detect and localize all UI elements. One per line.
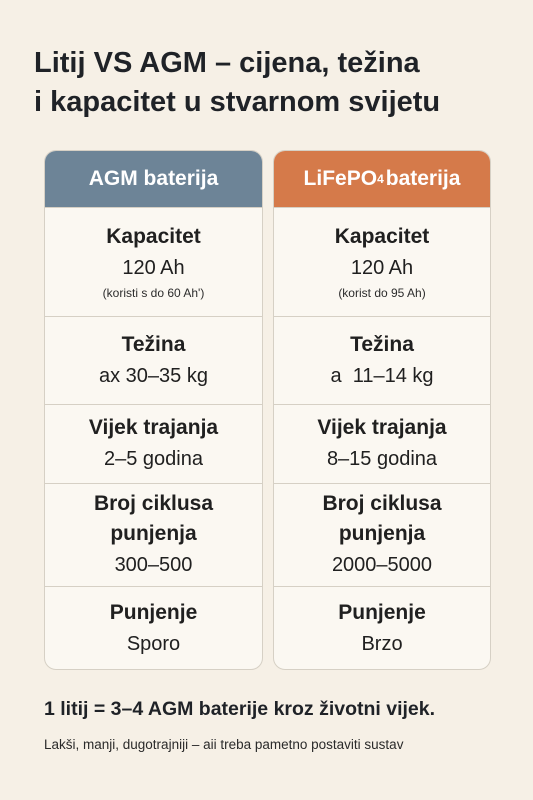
agm-weight-value: ax 30–35 kg <box>99 364 208 387</box>
lifepo4-weight-label: Težina <box>350 332 414 356</box>
lifepo4-lifespan-value: 8–15 godina <box>326 448 438 470</box>
lifepo4-charging-label: Punjenje <box>338 601 426 624</box>
lifepo4-weight-value: a 11–14 kg <box>330 364 434 387</box>
agm-charging-cell: Punjenje Sporo <box>45 586 262 669</box>
lifepo4-charging-cell: Punjenje Brzo <box>274 586 490 669</box>
footer-headline: 1 litij = 3–4 AGM baterije kroz životni … <box>44 698 436 720</box>
lifepo4-cycles-label-1: Broj ciklusa <box>322 492 442 515</box>
agm-capacity-cell: Kapacitet 120 Ah (koristi s do 60 Ah') <box>45 207 262 316</box>
lifepo4-cycles-label-2: punjenja <box>338 522 426 545</box>
agm-weight-cell: Težina ax 30–35 kg <box>45 316 262 404</box>
lifepo4-lifespan-cell: Vijek trajanja 8–15 godina <box>274 404 490 483</box>
lifepo4-header: LiFePO 4 baterija <box>274 151 490 207</box>
agm-capacity-label: Kapacitet <box>106 225 201 248</box>
lifepo4-weight-cell: Težina a 11–14 kg <box>274 316 490 404</box>
lifepo4-capacity-note: (korist do 95 Ah) <box>338 286 426 300</box>
lifepo4-capacity-value: 120 Ah <box>350 257 414 279</box>
agm-charging-label: Punjenje <box>109 601 198 624</box>
lifepo4-capacity-label: Kapacitet <box>334 225 430 248</box>
lifepo4-cycles-value: 2000–5000 <box>331 554 433 576</box>
title-line-2: i kapacitet u stvarnom svijetu <box>34 86 441 118</box>
agm-charging-value: Sporo <box>126 633 181 655</box>
agm-column: AGM baterija Kapacitet 120 Ah (koristi s… <box>44 150 263 670</box>
agm-cycles-label-2: punjenja <box>110 522 197 545</box>
lifepo4-header-subscript: 4 <box>377 172 384 186</box>
agm-capacity-value: 120 Ah <box>122 257 185 279</box>
lifepo4-column: LiFePO 4 baterija Kapacitet 120 Ah (korist… <box>273 150 491 670</box>
lifepo4-cycles-cell: Broj ciklusa punjenja 2000–5000 <box>274 483 490 586</box>
lifepo4-header-main: LiFePO <box>303 167 378 190</box>
agm-lifespan-value: 2–5 godina <box>104 448 203 470</box>
page-title: Litij VS AGM – cijena, težina i kapacite… <box>34 44 504 122</box>
agm-lifespan-cell: Vijek trajanja 2–5 godina <box>45 404 262 483</box>
lifepo4-lifespan-label: Vijek trajanja <box>317 416 447 439</box>
agm-weight-label: Težina <box>121 332 186 356</box>
agm-cycles-cell: Broj ciklusa punjenja 300–500 <box>45 483 262 586</box>
lifepo4-capacity-cell: Kapacitet 120 Ah (korist do 95 Ah) <box>274 207 490 316</box>
agm-header: AGM baterija <box>45 151 262 207</box>
agm-capacity-note: (koristi s do 60 Ah') <box>102 286 205 300</box>
footer-subline: Lakši, manji, dugotrajniji – aii treba p… <box>44 737 404 752</box>
lifepo4-charging-value: Brzo <box>361 633 403 655</box>
agm-lifespan-label: Vijek trajanja <box>88 416 219 439</box>
title-line-1: Litij VS AGM – cijena, težina <box>34 47 420 79</box>
lifepo4-header-rest: baterija <box>385 167 461 190</box>
agm-cycles-label-1: Broj ciklusa <box>93 492 214 515</box>
agm-cycles-value: 300–500 <box>114 554 193 576</box>
